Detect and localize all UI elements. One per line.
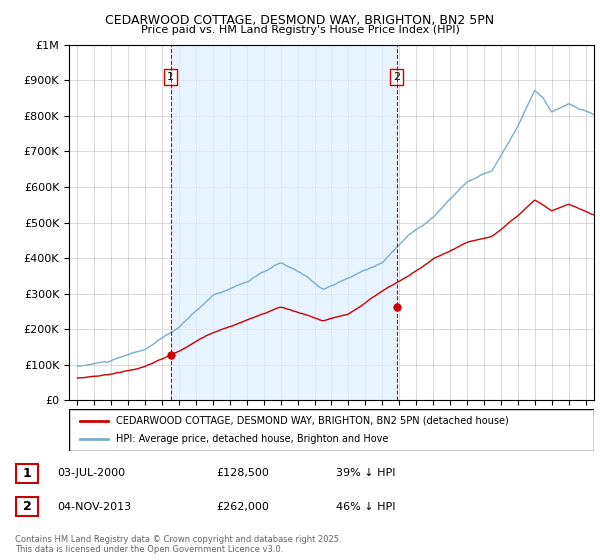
Text: 2: 2 [393, 72, 400, 82]
Bar [170, 45, 397, 400]
Text: 39% ↓ HPI: 39% ↓ HPI [336, 468, 395, 478]
Text: £262,000: £262,000 [216, 502, 269, 512]
Text: 46% ↓ HPI: 46% ↓ HPI [336, 502, 395, 512]
Text: 1: 1 [167, 72, 174, 82]
Text: 03-JUL-2000: 03-JUL-2000 [57, 468, 125, 478]
Text: Price paid vs. HM Land Registry's House Price Index (HPI): Price paid vs. HM Land Registry's House … [140, 25, 460, 35]
Text: £128,500: £128,500 [216, 468, 269, 478]
Text: HPI: Average price, detached house, Brighton and Hove: HPI: Average price, detached house, Brig… [116, 434, 389, 444]
Text: CEDARWOOD COTTAGE, DESMOND WAY, BRIGHTON, BN2 5PN (detached house): CEDARWOOD COTTAGE, DESMOND WAY, BRIGHTON… [116, 416, 509, 426]
Text: 1: 1 [23, 466, 31, 480]
Text: CEDARWOOD COTTAGE, DESMOND WAY, BRIGHTON, BN2 5PN: CEDARWOOD COTTAGE, DESMOND WAY, BRIGHTON… [106, 14, 494, 27]
Text: Contains HM Land Registry data © Crown copyright and database right 2025.
This d: Contains HM Land Registry data © Crown c… [15, 535, 341, 554]
Text: 04-NOV-2013: 04-NOV-2013 [57, 502, 131, 512]
Text: 2: 2 [23, 500, 31, 514]
